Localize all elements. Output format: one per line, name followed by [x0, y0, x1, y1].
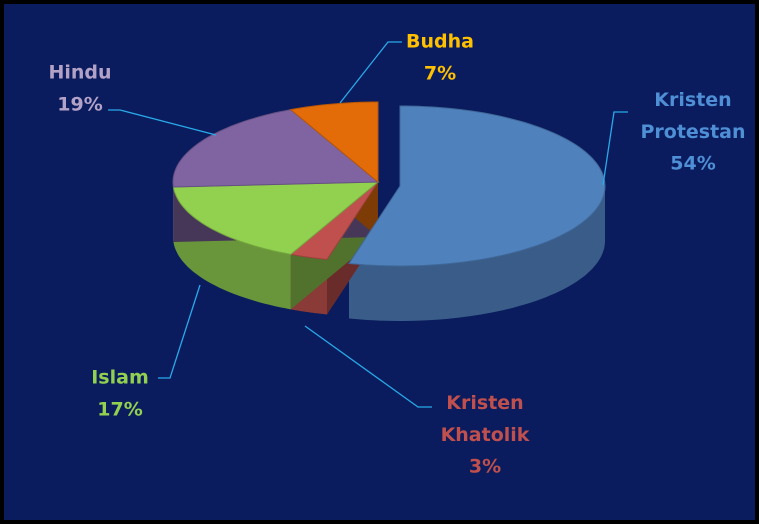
value-label: 54%	[670, 153, 715, 175]
leader-line	[108, 109, 217, 136]
label-line: Kristen	[446, 392, 523, 414]
slice	[172, 181, 380, 255]
value-label: 3%	[469, 456, 501, 478]
slice	[289, 101, 379, 184]
leader-line	[304, 325, 432, 408]
slice-label: Budha	[406, 31, 474, 53]
slice-label: Hindu	[48, 62, 111, 84]
label-line: Khatolik	[441, 424, 530, 446]
value-label: 17%	[97, 399, 142, 421]
leader-line	[158, 284, 201, 379]
slice-side	[173, 187, 291, 310]
leader-line	[339, 41, 402, 104]
slice	[172, 109, 380, 188]
slice-label: Kristen Protestan	[640, 89, 745, 143]
slice-label: Kristen Khatolik	[441, 392, 530, 446]
slice	[348, 105, 606, 267]
slice-label: Islam	[91, 367, 149, 389]
label-line: Kristen	[654, 89, 731, 111]
leader-line	[602, 111, 628, 186]
value-label: 19%	[57, 94, 102, 116]
slice-side	[349, 186, 605, 321]
label-line: Protestan	[640, 121, 745, 143]
slice	[289, 181, 379, 261]
value-label: 7%	[424, 63, 456, 85]
